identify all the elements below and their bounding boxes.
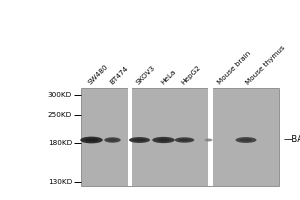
- Ellipse shape: [129, 137, 150, 143]
- Bar: [208, 88, 213, 186]
- Ellipse shape: [179, 139, 190, 141]
- Ellipse shape: [104, 137, 121, 143]
- Text: Mouse brain: Mouse brain: [216, 50, 252, 86]
- Text: HepG2: HepG2: [180, 64, 202, 86]
- Text: 300KD: 300KD: [48, 92, 72, 98]
- Ellipse shape: [157, 138, 170, 142]
- Ellipse shape: [80, 137, 103, 143]
- Ellipse shape: [206, 139, 211, 141]
- Bar: [81, 88, 279, 186]
- Bar: [128, 88, 132, 186]
- Ellipse shape: [240, 139, 252, 141]
- Text: 180KD: 180KD: [48, 140, 72, 146]
- Text: SKOV3: SKOV3: [135, 65, 157, 86]
- Text: 250KD: 250KD: [48, 112, 72, 118]
- Text: SW480: SW480: [87, 64, 110, 86]
- Ellipse shape: [175, 137, 194, 143]
- Ellipse shape: [133, 139, 146, 141]
- Text: HeLa: HeLa: [159, 69, 176, 86]
- Text: 130KD: 130KD: [48, 179, 72, 185]
- Text: —BA21B: —BA21B: [284, 136, 300, 144]
- Ellipse shape: [236, 137, 256, 143]
- Ellipse shape: [152, 137, 175, 143]
- Text: Mouse thymus: Mouse thymus: [245, 44, 286, 86]
- Ellipse shape: [204, 138, 213, 142]
- Ellipse shape: [85, 138, 98, 142]
- Text: BT474: BT474: [108, 65, 129, 86]
- Ellipse shape: [108, 139, 118, 141]
